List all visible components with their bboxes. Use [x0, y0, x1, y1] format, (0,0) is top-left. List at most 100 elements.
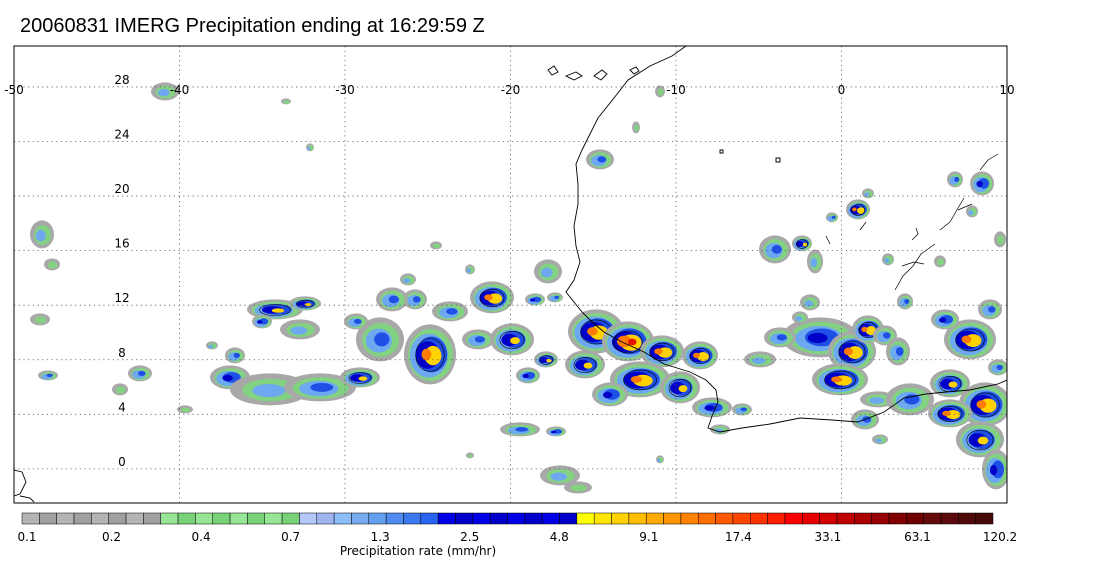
lon-label: -30: [335, 83, 355, 97]
rain-cell: [795, 241, 804, 247]
rain-cell: [466, 268, 471, 273]
colorbar-tick-label: 4.8: [550, 530, 569, 544]
colorbar-swatch: [784, 512, 803, 525]
lat-lon-grid: [14, 46, 1007, 503]
rain-cell: [831, 376, 842, 383]
colorbar-swatch: [91, 512, 109, 525]
rain-cell: [421, 348, 432, 361]
rain-core-contour: [499, 330, 525, 350]
colorbar-swatch: [455, 512, 474, 525]
rain-cell: [634, 124, 639, 132]
rain-cell: [795, 316, 803, 322]
rain-cell: [353, 318, 362, 324]
colorbar-swatch: [281, 512, 300, 525]
rain-core-contour: [689, 347, 711, 364]
rain-cell: [697, 352, 709, 362]
rain-cell: [310, 382, 334, 392]
colorbar-swatch: [940, 512, 959, 525]
lon-label: 0: [838, 83, 846, 97]
colorbar-tick-label: 2.5: [460, 530, 479, 544]
rain-cell: [752, 357, 766, 364]
colorbar-swatch: [437, 512, 456, 525]
colorbar-swatch: [611, 512, 630, 525]
colorbar-tick-label: 0.1: [17, 530, 36, 544]
colorbar-swatch: [836, 512, 855, 525]
lon-label: -50: [4, 83, 24, 97]
rain-core-contour: [479, 288, 505, 308]
map-frame: [13, 45, 1008, 504]
rain-cell: [904, 298, 910, 304]
island-outline: [14, 469, 27, 497]
precipitation-field: [30, 82, 1007, 494]
colorbar-swatch: [73, 512, 92, 525]
rain-cell: [630, 375, 643, 383]
rain-cell: [47, 261, 58, 269]
rain-cell: [968, 210, 974, 216]
rain-cell: [252, 384, 286, 398]
colorbar-swatch: [420, 512, 439, 525]
colorbar-swatch: [697, 512, 716, 525]
colorbar-tick-label: 33.1: [815, 530, 842, 544]
rain-cell: [551, 430, 557, 434]
rain-cell: [861, 326, 868, 333]
lon-label: -20: [501, 83, 521, 97]
rain-cell: [597, 156, 607, 163]
rain-core-contour: [851, 204, 865, 216]
island-outline: [629, 66, 640, 75]
rain-cell: [961, 335, 972, 344]
colorbar-tick-label: 0.7: [281, 530, 300, 544]
colorbar-swatch: [39, 512, 57, 525]
lat-label: 0: [118, 455, 126, 469]
rain-cell: [474, 336, 485, 343]
rain-core-contour: [259, 304, 291, 316]
rain-core-contour: [573, 356, 597, 373]
rain-cell: [857, 207, 865, 214]
colorbar-swatch: [663, 512, 682, 525]
rain-core-contour: [824, 370, 856, 390]
latitude-labels: 0 4 8 12 16 20 24 28: [114, 73, 129, 469]
colorbar-swatch: [645, 512, 664, 525]
colorbar-swatch: [21, 512, 40, 525]
colorbar-label: Precipitation rate (mm/hr): [340, 544, 496, 558]
rain-cell: [208, 344, 214, 349]
colorbar-swatch: [351, 512, 370, 525]
rain-core-contour: [539, 355, 553, 365]
rain-cell: [976, 180, 983, 188]
colorbar-swatch: [247, 512, 266, 525]
rain-cell: [587, 327, 598, 336]
colorbar-swatch: [507, 512, 526, 525]
rain-cell: [358, 376, 368, 381]
colorbar-swatch: [368, 512, 387, 525]
rain-cell: [776, 334, 787, 341]
colorbar-swatch: [593, 512, 612, 525]
rain-cell: [583, 362, 593, 369]
colorbar-swatch: [819, 512, 838, 525]
rain-cell: [530, 298, 536, 302]
rain-cell: [307, 146, 311, 151]
colorbar-swatch: [125, 512, 144, 525]
colorbar-swatch: [871, 512, 890, 525]
rain-cell: [864, 192, 870, 197]
rain-cell: [515, 427, 529, 432]
colorbar-swatch: [177, 512, 196, 525]
colorbar-swatch: [403, 512, 422, 525]
colorbar-swatch: [385, 512, 404, 525]
colorbar-swatch: [680, 512, 699, 525]
rain-cell: [290, 326, 308, 335]
rain-cell: [510, 337, 520, 345]
rain-cell: [882, 332, 891, 339]
rain-cell: [412, 296, 421, 303]
rain-cell: [875, 438, 883, 443]
coastline: [14, 46, 1007, 503]
rain-cell: [977, 436, 989, 445]
colorbar-swatch: [628, 512, 647, 525]
colorbar-swatch: [195, 512, 213, 525]
lat-label: 20: [114, 182, 129, 196]
rain-cell: [233, 352, 240, 358]
colorbar-swatch: [854, 512, 872, 525]
rain-cell: [180, 407, 191, 413]
rain-core-contour: [415, 338, 445, 372]
colorbar-swatch: [906, 512, 924, 525]
rain-cell: [654, 348, 663, 355]
